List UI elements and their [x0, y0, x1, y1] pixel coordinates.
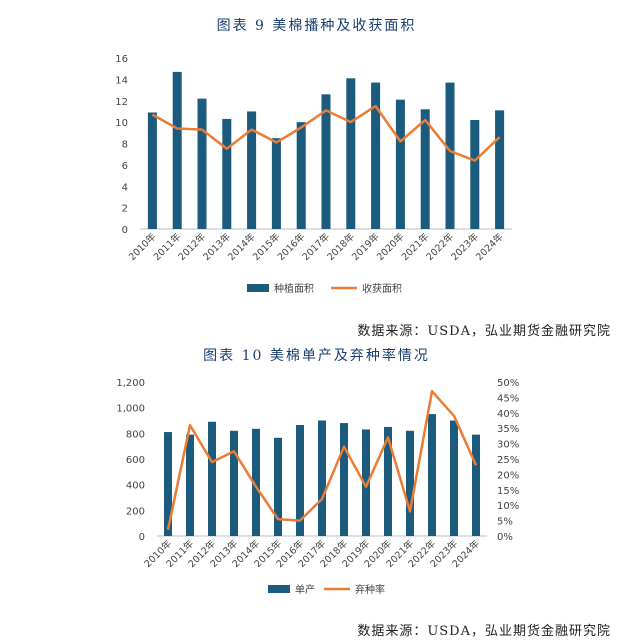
- chart2-bar: [340, 423, 348, 536]
- chart2-y2tick-label: 15%: [497, 486, 519, 497]
- chart1-line-series: [151, 104, 501, 162]
- chart2-y2tick-label: 40%: [497, 409, 519, 420]
- chart2-y2tick-label: 25%: [497, 455, 519, 466]
- chart1-legend-bar-label: 种植面积: [274, 282, 314, 295]
- chart1-legend-line-label: 收获面积: [362, 282, 402, 295]
- chart2-ytick-label: 1,000: [116, 404, 145, 415]
- chart1-ytick-label: 6: [122, 161, 128, 172]
- chart1-ytick-label: 4: [122, 182, 128, 193]
- chart1-source: 数据来源：USDA，弘业期货金融研究院: [357, 324, 611, 339]
- chart2-y2tick-label: 10%: [497, 501, 519, 512]
- chart1-bar: [371, 82, 381, 229]
- chart1-legend-bar-swatch: [247, 284, 269, 292]
- chart1-ytick-label: 14: [115, 75, 128, 86]
- chart1-ytick-label: 2: [122, 204, 128, 215]
- chart2-ytick-label: 0: [139, 532, 145, 543]
- chart1-bar: [271, 138, 281, 229]
- chart2-bar: [230, 430, 238, 536]
- chart2-ytick-label: 600: [126, 455, 145, 466]
- chart2-bar: [450, 420, 458, 536]
- chart1-bar: [147, 112, 157, 229]
- chart2-bar: [428, 414, 436, 536]
- chart2-bar: [296, 424, 304, 536]
- chart2-ytick-label: 1,200: [116, 378, 145, 389]
- chart2-y2tick-label: 45%: [497, 393, 519, 404]
- chart2-y2tick-label: 30%: [497, 440, 519, 451]
- chart2-y2tick-label: 35%: [497, 424, 519, 435]
- chart1-ytick-label: 12: [115, 97, 128, 108]
- chart1-bar: [321, 94, 331, 230]
- chart1-bar: [470, 119, 480, 229]
- chart2-y2tick-label: 0%: [497, 532, 513, 543]
- chart2-ytick-label: 800: [126, 429, 145, 440]
- chart2-bar: [274, 437, 282, 536]
- chart2-title: 图表 10 美棉单产及弃种率情况: [203, 348, 430, 364]
- chart2-y2tick-label: 50%: [497, 378, 519, 389]
- chart1-ytick-label: 16: [115, 54, 128, 65]
- chart1-bar: [197, 98, 207, 229]
- chart1-bar: [172, 71, 182, 229]
- chart2-bar: [186, 434, 194, 536]
- chart2-yield-chart: 0 200 400 600 800 1,000 1,200 0% 5% 10% 15% 20% 25% 3…: [116, 378, 519, 596]
- chart2-legend-bar-label: 单产: [295, 583, 315, 596]
- chart2-bar: [472, 434, 480, 536]
- chart2-bar: [208, 421, 216, 536]
- chart1-area-chart: 02468101214162010年2011年2012年2013年2014年20…: [115, 54, 512, 295]
- chart1-bar: [247, 111, 257, 229]
- chart2-source: 数据来源：USDA，弘业期货金融研究院: [357, 624, 611, 639]
- chart2-bar: [252, 428, 260, 536]
- chart2-bar: [318, 420, 326, 536]
- chart1-ytick-label: 8: [122, 140, 128, 151]
- chart2-bar: [384, 426, 392, 536]
- chart1-xtick-label: 2024年: [473, 230, 506, 263]
- chart1-bar: [395, 99, 405, 230]
- chart1-title: 图表 9 美棉播种及收获面积: [216, 18, 417, 34]
- chart1-bar: [222, 118, 232, 229]
- chart2-bar: [362, 429, 370, 536]
- chart2-ytick-label: 200: [126, 506, 145, 517]
- chart1-bar: [346, 78, 356, 230]
- chart1-bar: [296, 122, 306, 229]
- chart2-ytick-label: 400: [126, 481, 145, 492]
- chart2-bar: [406, 430, 414, 536]
- chart2-line-series: [166, 389, 478, 531]
- chart1-bar: [445, 82, 455, 229]
- chart2-legend-bar-swatch: [268, 585, 290, 593]
- chart2-y2tick-label: 5%: [497, 517, 513, 528]
- chart1-ytick-label: 0: [122, 225, 128, 236]
- chart1-ytick-label: 10: [115, 118, 128, 129]
- chart1-bar: [420, 109, 430, 229]
- chart2-bar: [164, 432, 172, 536]
- chart2-legend-line-label: 弃种率: [355, 583, 385, 596]
- chart1-bar: [495, 110, 505, 229]
- chart2-y2tick-label: 20%: [497, 470, 519, 481]
